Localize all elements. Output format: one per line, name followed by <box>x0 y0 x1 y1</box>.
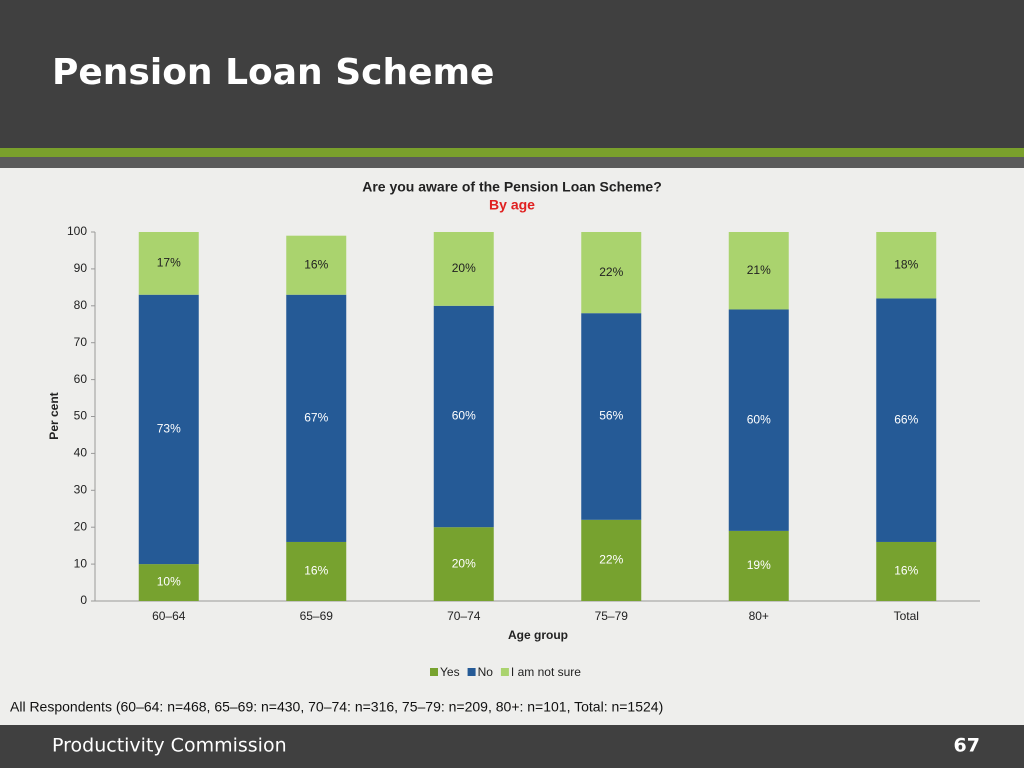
data-label: 16% <box>304 564 328 578</box>
footnote: All Respondents (60–64: n=468, 65–69: n=… <box>10 699 663 715</box>
header-stripe-dark <box>0 157 1024 168</box>
bar-segment <box>876 541 937 601</box>
y-tick-label: 70 <box>74 335 88 349</box>
x-tick-label: 60–64 <box>152 609 186 623</box>
x-tick-label: 80+ <box>749 609 769 623</box>
data-label: 20% <box>452 261 476 275</box>
legend-swatch <box>430 668 438 676</box>
data-label: 67% <box>304 411 328 425</box>
bar-segment <box>433 305 494 528</box>
bar-segment <box>728 530 789 601</box>
bar-segment <box>728 309 789 531</box>
y-tick-label: 90 <box>74 261 88 275</box>
x-tick-label: 70–74 <box>447 609 481 623</box>
bar-segment <box>433 527 494 601</box>
y-tick-label: 0 <box>80 593 87 607</box>
bar-segment <box>138 232 199 295</box>
slide-title: Pension Loan Scheme <box>52 52 494 93</box>
bar-segment <box>138 564 199 601</box>
data-label: 73% <box>157 422 181 436</box>
bar-segment <box>581 313 642 520</box>
x-tick-label: 75–79 <box>595 609 629 623</box>
bar-segment <box>876 298 937 542</box>
page-number: 67 <box>954 735 980 757</box>
y-tick-label: 20 <box>74 519 88 533</box>
bar-segment <box>286 294 347 542</box>
data-label: 19% <box>747 558 771 572</box>
legend-swatch <box>500 668 509 676</box>
data-label: 20% <box>452 556 476 570</box>
x-tick-label: 65–69 <box>300 609 334 623</box>
x-axis-label: Age group <box>508 628 568 642</box>
data-label: 17% <box>157 256 181 270</box>
legend-label: I am not sure <box>511 665 581 679</box>
header-band <box>0 0 1024 148</box>
y-axis-label: Per cent <box>47 392 61 439</box>
footer-band <box>0 725 1024 768</box>
data-label: 60% <box>747 412 771 426</box>
bar-segment <box>286 541 347 601</box>
y-tick-label: 30 <box>74 482 88 496</box>
y-tick-label: 100 <box>67 224 87 238</box>
header-stripe <box>0 148 1024 157</box>
bar-segment <box>728 232 789 310</box>
y-tick-label: 50 <box>74 409 88 423</box>
data-label: 56% <box>599 409 623 423</box>
data-label: 22% <box>599 265 623 279</box>
x-tick-label: Total <box>894 609 919 623</box>
y-tick-label: 10 <box>74 556 88 570</box>
data-label: 60% <box>452 409 476 423</box>
data-label: 10% <box>157 575 181 589</box>
bar-segment <box>581 232 642 314</box>
bar-segment <box>138 294 199 565</box>
legend-swatch <box>467 668 476 676</box>
legend-label: Yes <box>440 665 460 679</box>
y-tick-label: 60 <box>74 372 88 386</box>
bar-segment <box>581 519 642 601</box>
y-tick-label: 40 <box>74 446 88 460</box>
data-label: 16% <box>894 564 918 578</box>
data-label: 21% <box>747 263 771 277</box>
footer-organization: Productivity Commission <box>52 735 287 757</box>
bar-segment <box>876 232 937 299</box>
chart-subtitle: By age <box>489 197 535 213</box>
bar-segment <box>286 235 347 295</box>
data-label: 18% <box>894 257 918 271</box>
legend-label: No <box>478 665 494 679</box>
data-label: 66% <box>894 412 918 426</box>
data-label: 22% <box>599 553 623 567</box>
data-label: 16% <box>304 257 328 271</box>
y-tick-label: 80 <box>74 298 88 312</box>
chart-title: Are you aware of the Pension Loan Scheme… <box>362 179 662 195</box>
bar-segment <box>433 232 494 306</box>
